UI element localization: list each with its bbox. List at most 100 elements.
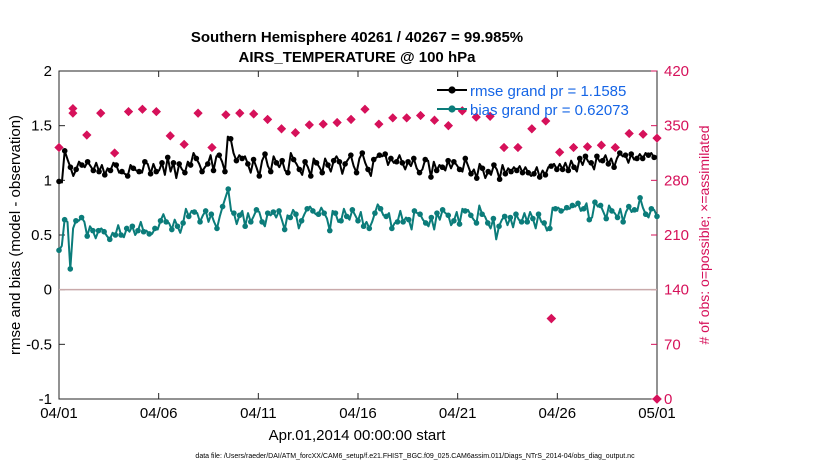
bias-point	[140, 228, 147, 235]
rmse-point	[513, 167, 520, 174]
rmse-point	[204, 161, 211, 167]
rmse-point	[445, 157, 451, 164]
y-tick-label: -1	[39, 391, 52, 408]
bias-point	[321, 210, 327, 216]
rmse-point	[210, 167, 217, 174]
bias-point	[535, 211, 542, 218]
x-tick-label: 04/21	[439, 405, 477, 422]
legend-rmse-label: rmse grand pr = 1.1585	[470, 83, 626, 100]
obs-assimilated-marker	[179, 139, 189, 149]
rmse-point	[153, 168, 160, 175]
bias-point	[185, 213, 192, 220]
obs-assimilated-marker	[332, 118, 342, 128]
bias-point	[552, 205, 559, 212]
bias-point	[78, 214, 85, 221]
bias-point	[56, 247, 62, 254]
bias-point	[349, 207, 356, 213]
rmse-point	[536, 174, 543, 180]
rmse-point	[576, 155, 583, 162]
plot-area	[58, 70, 658, 400]
bias-point	[625, 203, 632, 210]
bias-point	[597, 202, 604, 209]
bias-point	[422, 220, 429, 226]
x-tick-label: 04/01	[40, 405, 78, 422]
bias-point	[609, 208, 615, 214]
bias-point	[484, 220, 491, 226]
bias-point	[281, 226, 288, 233]
rmse-point	[61, 148, 68, 154]
rmse-point	[531, 170, 537, 177]
rmse-point	[342, 161, 348, 167]
rmse-point	[245, 161, 251, 167]
bias-point	[580, 205, 587, 212]
bias-point	[417, 211, 423, 218]
rmse-point	[199, 168, 205, 175]
bias-point	[547, 225, 553, 232]
rmse-point	[250, 156, 257, 163]
obs-assimilated-marker	[471, 112, 481, 122]
bias-point	[654, 213, 660, 220]
bias-point	[518, 219, 525, 225]
rmse-point	[462, 155, 469, 162]
rmse-point	[365, 166, 371, 173]
rmse-point	[216, 152, 223, 158]
rmse-point	[639, 155, 646, 162]
obs-assimilated-marker	[402, 113, 412, 123]
y-tick-label: 1.5	[31, 118, 52, 135]
rmse-point	[336, 158, 343, 165]
rmse-point	[233, 157, 240, 164]
rmse-point	[296, 166, 303, 173]
obs-assimilated-marker	[346, 114, 356, 124]
rmse-point	[119, 168, 125, 175]
rmse-point	[56, 178, 62, 185]
bias-point	[118, 232, 124, 238]
x-tick-label: 04/26	[539, 405, 577, 422]
chart-subtitle: AIRS_TEMPERATURE @ 100 hPa	[239, 49, 477, 66]
bias-point	[411, 208, 418, 214]
bias-point	[202, 208, 209, 214]
rmse-point	[90, 167, 97, 174]
bias-point	[637, 195, 643, 201]
bias-series	[56, 186, 660, 272]
rmse-point	[634, 155, 640, 162]
bias-point	[507, 214, 514, 221]
bias-point	[513, 211, 519, 218]
bias-point	[84, 233, 91, 239]
rmse-point	[227, 135, 234, 142]
bias-point	[377, 205, 384, 212]
bias-point	[287, 214, 294, 221]
obs-assimilated-marker	[124, 107, 134, 117]
rmse-point	[256, 173, 263, 179]
rmse-point	[617, 150, 623, 156]
y-tick-label: 2	[44, 63, 52, 80]
bias-point	[304, 205, 311, 212]
rmse-point	[439, 164, 446, 171]
bias-point	[496, 223, 502, 230]
bias-point	[174, 223, 181, 230]
rmse-point	[628, 151, 635, 157]
y-tick-label: 0.5	[31, 227, 52, 244]
rmse-point	[84, 158, 91, 165]
rmse-point	[479, 165, 486, 172]
obs-assimilated-marker	[249, 109, 259, 119]
rmse-point	[554, 166, 560, 173]
bias-point	[456, 221, 463, 227]
bias-point	[603, 215, 610, 222]
bias-point	[163, 219, 169, 225]
rmse-point	[267, 168, 274, 175]
bias-point	[231, 210, 237, 216]
bias-point	[462, 208, 468, 214]
obs-assimilated-marker	[151, 107, 161, 117]
bias-point	[293, 211, 299, 218]
x-tick-label: 04/11	[240, 405, 276, 422]
rmse-point	[330, 157, 337, 164]
bias-point	[106, 236, 113, 243]
rmse-point	[370, 156, 377, 163]
bias-point	[208, 211, 215, 218]
bias-point	[214, 225, 220, 232]
bias-point	[439, 207, 446, 213]
y-axis-right: 0 70 140 210 280 350 420	[651, 63, 689, 408]
bias-point	[451, 217, 457, 224]
bias-point	[428, 214, 435, 221]
